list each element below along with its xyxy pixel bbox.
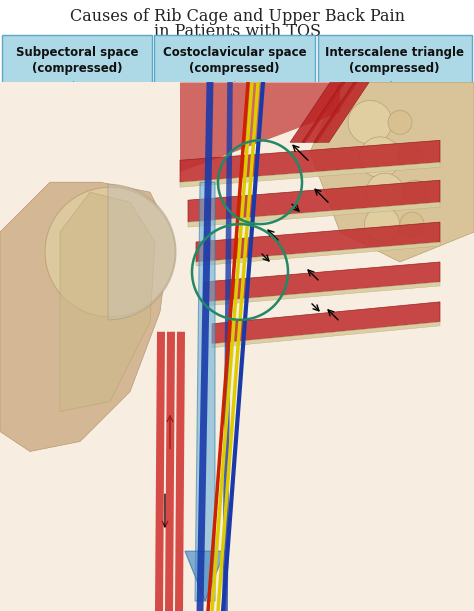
Polygon shape [175,332,185,611]
Polygon shape [302,82,357,142]
FancyBboxPatch shape [2,35,152,86]
Text: in Patients with TOS: in Patients with TOS [154,23,320,40]
Text: Coracobrachialis: Coracobrachialis [0,414,2,423]
Text: ↑ 2nd rib: ↑ 2nd rib [329,324,367,333]
Polygon shape [212,322,440,348]
Text: Swollen, inflamed
pectoralis minor: Swollen, inflamed pectoralis minor [0,311,2,331]
Text: Costoclavicular space
(compressed): Costoclavicular space (compressed) [163,46,307,75]
Text: Biceps brachii
(short head): Biceps brachii (short head) [0,458,2,477]
Circle shape [400,212,424,236]
Polygon shape [0,182,170,452]
Polygon shape [290,82,345,142]
Circle shape [45,187,175,317]
Circle shape [348,100,392,144]
Circle shape [359,137,401,178]
Text: Compressed subclavian
artery and vein: Compressed subclavian artery and vein [0,268,2,288]
Polygon shape [180,82,340,172]
Polygon shape [196,222,440,262]
Text: — Sternum: — Sternum [434,324,474,333]
Circle shape [388,111,412,134]
Circle shape [403,180,427,204]
Text: Interscalene triangle
(compressed): Interscalene triangle (compressed) [325,46,464,75]
Text: Subclavius: Subclavius [379,280,422,288]
Polygon shape [310,82,474,262]
Polygon shape [196,242,440,266]
Text: Compressed
nerve, axillary
artery and vein: Compressed nerve, axillary artery and ve… [0,373,2,403]
Circle shape [398,145,422,169]
Text: Subpectoral space
(compressed): Subpectoral space (compressed) [16,46,138,75]
Wedge shape [108,184,176,320]
Polygon shape [212,302,440,344]
Polygon shape [204,262,440,302]
Polygon shape [314,82,369,142]
Circle shape [365,207,400,241]
Text: Swollen, inflamed
scalene muscles:
Anterior
Middle
Posterior: Swollen, inflamed scalene muscles: Anter… [75,149,147,199]
Polygon shape [180,141,440,182]
Polygon shape [188,180,440,222]
Text: ↑ 1st rib: ↑ 1st rib [329,294,364,302]
Polygon shape [188,202,440,227]
Text: ©2017 Body Scientific • www.bodyscientific.com: ©2017 Body Scientific • www.bodyscientif… [282,599,460,606]
Polygon shape [204,282,440,306]
Polygon shape [165,332,175,611]
Polygon shape [60,192,155,412]
FancyBboxPatch shape [318,35,472,86]
Text: Compressed
1st thoracic
nerves: Compressed 1st thoracic nerves [87,208,137,238]
Polygon shape [155,332,165,611]
Text: ↑ 4th rib: ↑ 4th rib [351,406,386,415]
FancyBboxPatch shape [154,35,315,86]
Polygon shape [185,551,225,601]
Polygon shape [180,163,440,187]
Circle shape [366,174,404,211]
Text: ↑ 3rd rib: ↑ 3rd rib [351,371,387,380]
Text: Subscapularis: Subscapularis [0,433,2,441]
Text: Causes of Rib Cage and Upper Back Pain: Causes of Rib Cage and Upper Back Pain [70,8,404,25]
Text: ↑ 5th rib: ↑ 5th rib [351,441,386,449]
Polygon shape [195,182,215,601]
